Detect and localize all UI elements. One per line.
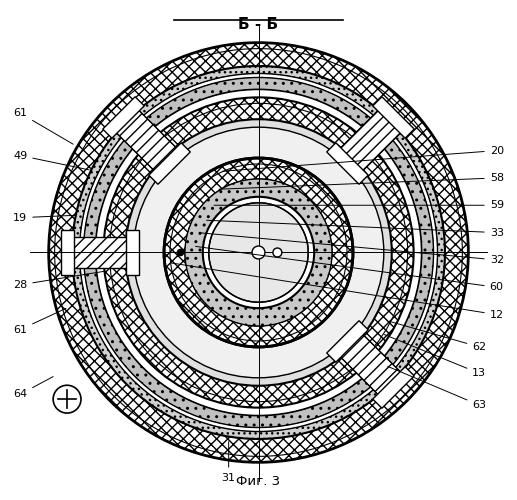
Wedge shape — [49, 42, 468, 463]
Text: 33: 33 — [207, 220, 504, 238]
Wedge shape — [125, 119, 392, 386]
Text: 58: 58 — [219, 173, 504, 189]
Polygon shape — [72, 236, 128, 268]
Text: 61: 61 — [13, 108, 73, 144]
Circle shape — [209, 203, 308, 302]
Text: 32: 32 — [201, 233, 504, 265]
Polygon shape — [149, 143, 190, 184]
Text: 20: 20 — [222, 146, 504, 171]
Text: 49: 49 — [13, 150, 89, 170]
Polygon shape — [327, 320, 368, 362]
Text: 59: 59 — [214, 200, 504, 210]
Circle shape — [273, 248, 282, 257]
Text: 13: 13 — [384, 334, 486, 378]
Circle shape — [53, 385, 81, 413]
Text: 28: 28 — [13, 272, 104, 290]
Polygon shape — [115, 110, 178, 172]
Text: 63: 63 — [388, 366, 486, 410]
Wedge shape — [185, 179, 332, 326]
Text: 60: 60 — [195, 246, 504, 292]
Polygon shape — [339, 110, 402, 172]
Text: Фиг. 3: Фиг. 3 — [236, 474, 281, 488]
Text: 19: 19 — [13, 212, 75, 222]
Wedge shape — [103, 98, 414, 407]
Text: 12: 12 — [171, 263, 504, 320]
Text: 64: 64 — [13, 376, 53, 399]
Text: 31: 31 — [222, 442, 236, 482]
Text: 62: 62 — [389, 322, 486, 352]
Wedge shape — [83, 78, 434, 428]
Polygon shape — [327, 143, 368, 184]
Wedge shape — [133, 127, 384, 378]
Text: 61: 61 — [13, 308, 66, 334]
Circle shape — [252, 246, 265, 259]
Polygon shape — [126, 230, 139, 276]
Polygon shape — [373, 367, 414, 408]
Wedge shape — [72, 66, 445, 439]
Wedge shape — [164, 158, 353, 347]
Text: Б - Б: Б - Б — [238, 18, 279, 32]
Polygon shape — [103, 96, 144, 138]
Polygon shape — [61, 230, 74, 276]
Polygon shape — [373, 96, 414, 138]
Polygon shape — [339, 334, 402, 396]
